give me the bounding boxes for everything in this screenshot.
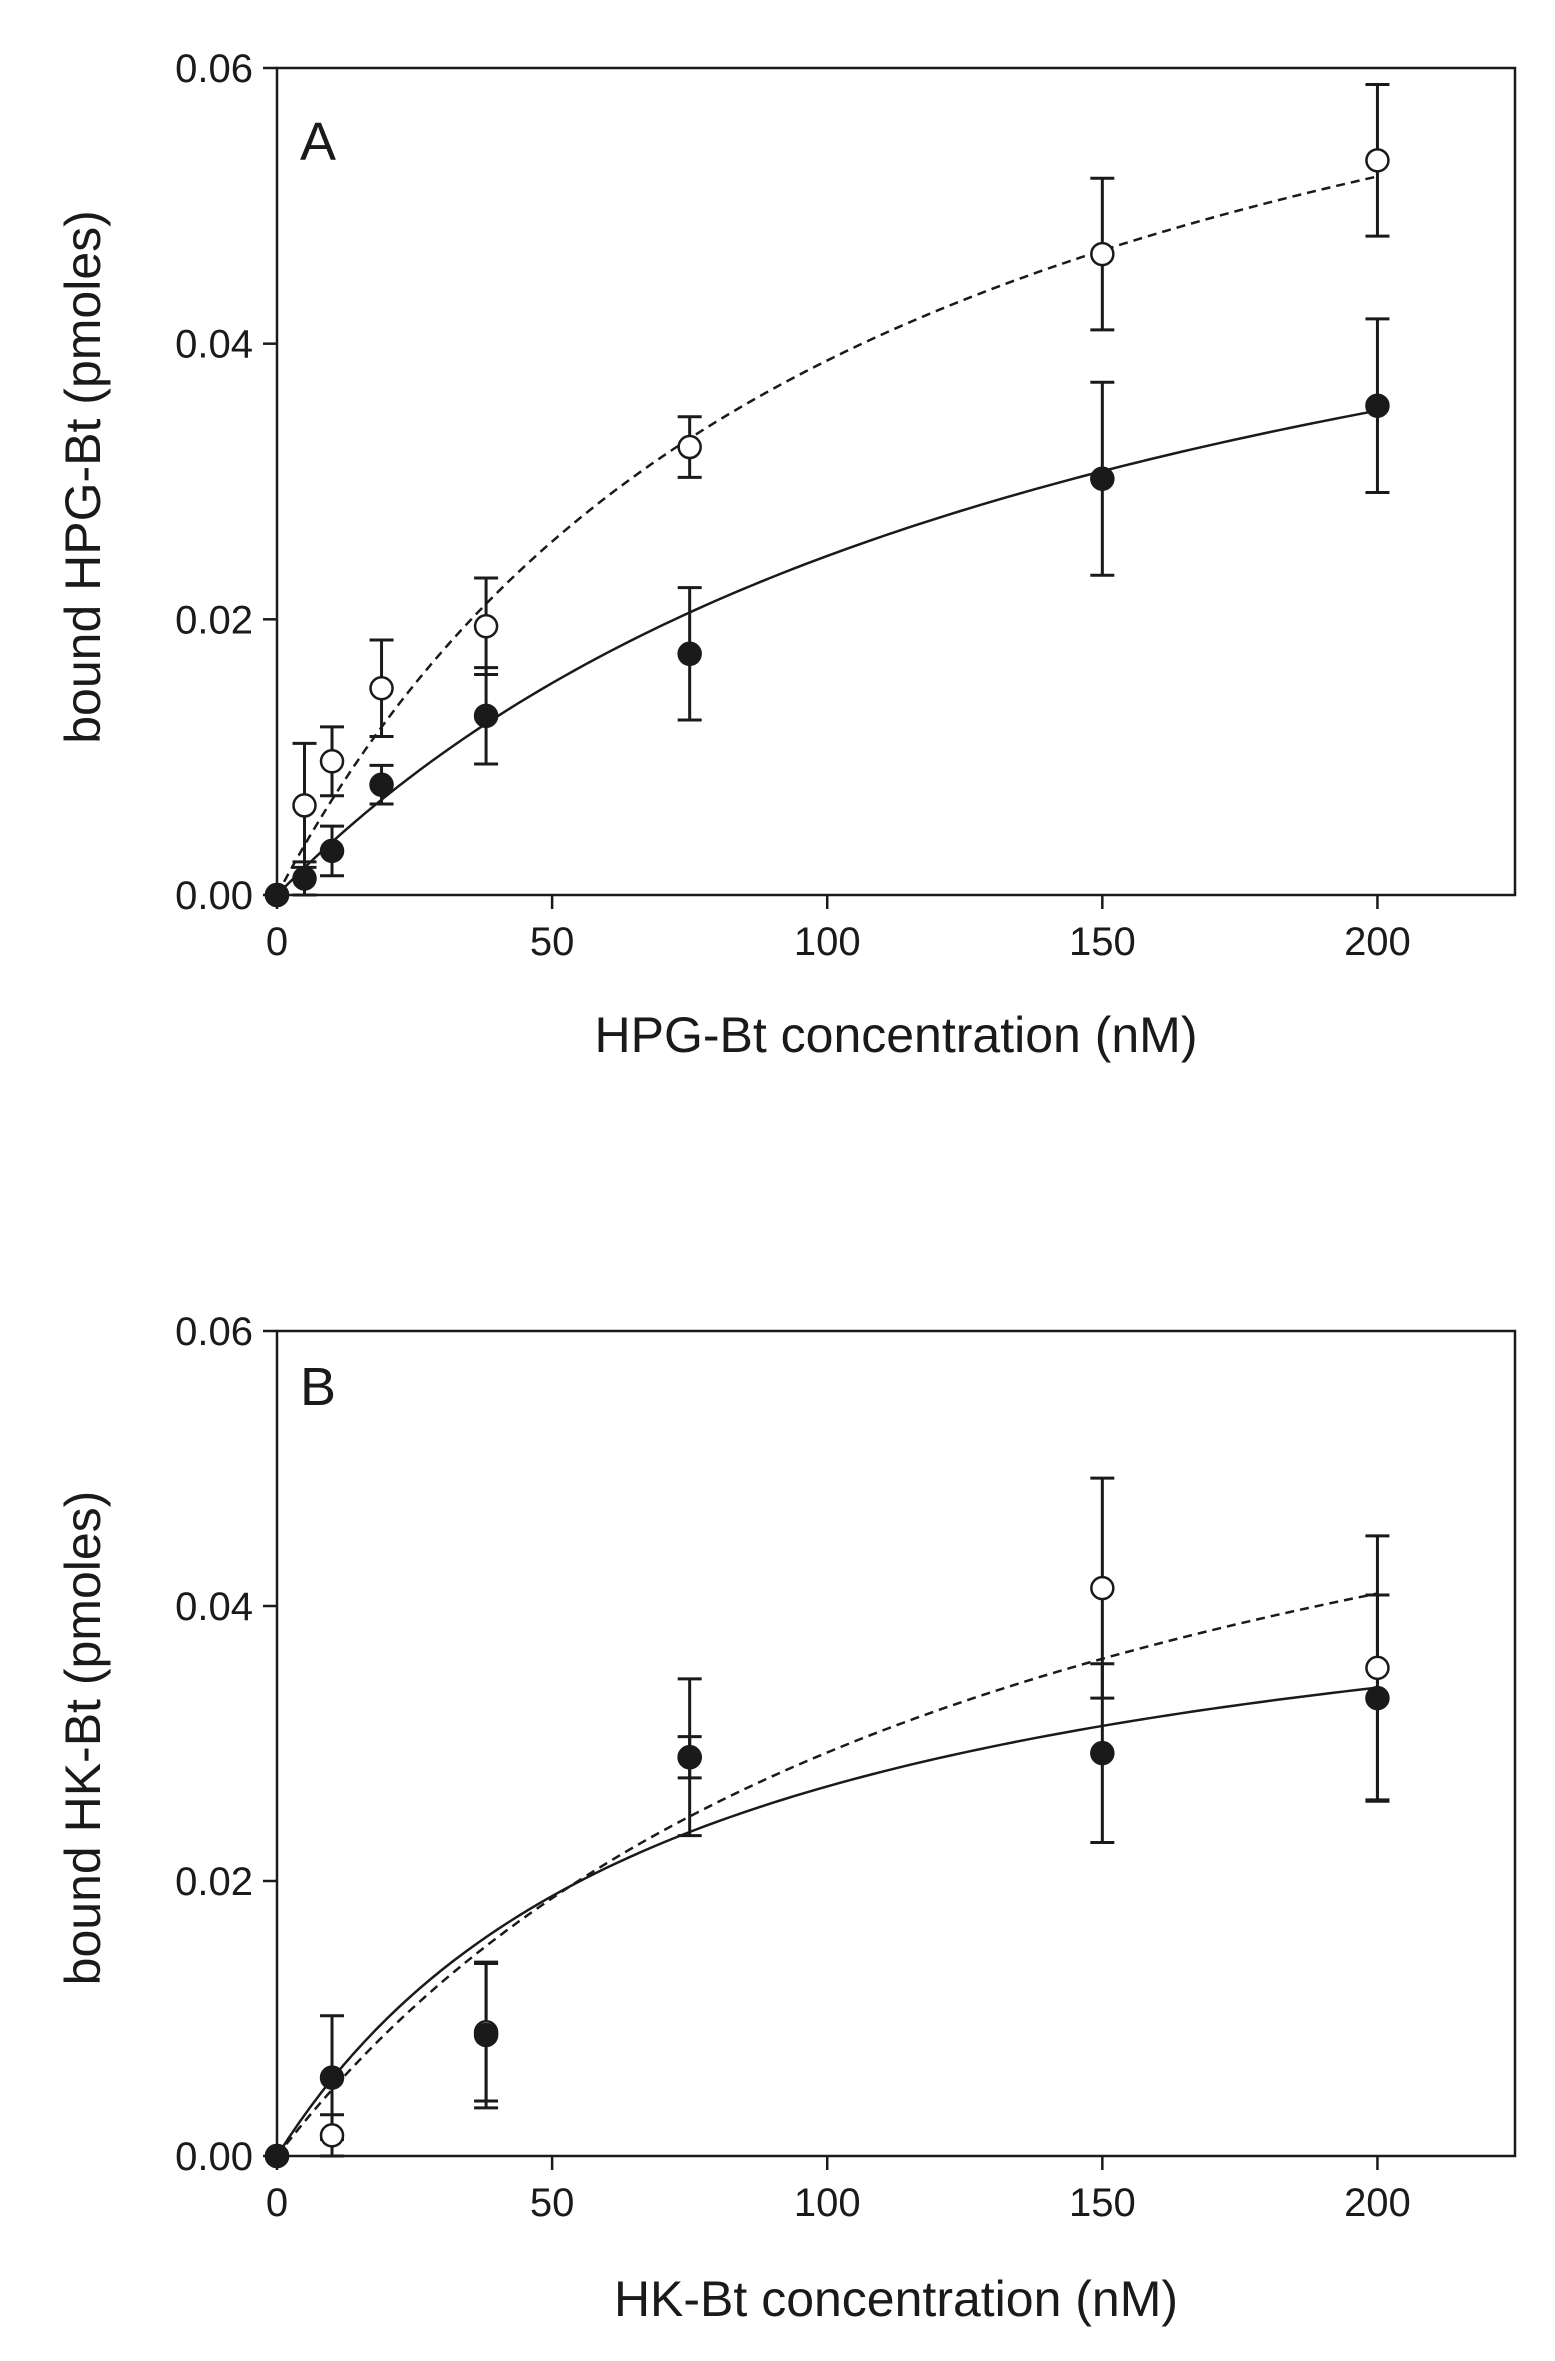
- panel-a-data-point-open: [319, 749, 345, 774]
- panel-a-x-tick-label: 50: [530, 920, 575, 964]
- panel-a-y-axis-title: bound HPG-Bt (pmoles): [55, 210, 111, 744]
- panel-a-data-point-open: [369, 676, 394, 701]
- panel-b-y-tick-label: 0.00: [175, 2135, 253, 2179]
- panel-b-plot-frame: [275, 1329, 1517, 2158]
- panel-a-data-point-open: [1090, 241, 1115, 267]
- panel-a-data-point-open: [677, 434, 702, 460]
- panel-b-y-tick-label: 0.02: [175, 1860, 253, 1904]
- panel-b: B HK-Bt concentration (nM) bound HK-Bt (…: [55, 1310, 1517, 2327]
- panel-b-fit-curve-filled: [275, 1686, 1378, 2157]
- panel-b-x-tick-label: 0: [266, 2181, 288, 2225]
- panel-b-data-point-filled: [677, 1745, 702, 1770]
- panel-a-plot-frame: [275, 66, 1517, 897]
- panel-a-x-axis-title: HPG-Bt concentration (nM): [595, 1007, 1198, 1063]
- panel-b-x-tick-label: 150: [1069, 2181, 1136, 2225]
- panel-b-x-tick-label: 50: [530, 2181, 575, 2225]
- panel-a-y-tick-label: 0.06: [175, 47, 253, 91]
- panel-a-y-tick-label: 0.00: [175, 874, 253, 918]
- panel-b-fit-curve-open: [276, 1592, 1378, 2157]
- panel-b-data-point-open: [1090, 1575, 1115, 1601]
- panel-a-x-tick-label: 150: [1069, 920, 1136, 964]
- panel-b-y-axis-title: bound HK-Bt (pmoles): [55, 1491, 111, 1986]
- panel-a-data-point-filled: [292, 866, 317, 891]
- panel-a-data-point-open: [473, 613, 499, 639]
- panel-b-data-point-filled: [1365, 1685, 1390, 1711]
- panel-a: A HPG-Bt concentration (nM) bound HPG-Bt…: [55, 47, 1517, 1063]
- panel-a-y-tick-label: 0.02: [175, 598, 253, 642]
- panel-b-data-point-filled: [319, 2065, 345, 2090]
- panel-b-x-tick-label: 200: [1344, 2181, 1411, 2225]
- panel-a-x-tick-label: 100: [794, 920, 861, 964]
- panel-a-data-point-open: [292, 793, 317, 818]
- panel-a-data-point-open: [1365, 148, 1390, 173]
- panel-a-y-tick-label: 0.04: [175, 323, 253, 367]
- panel-a-fit-curve-filled: [276, 409, 1378, 896]
- panel-b-data-point-open: [319, 2123, 345, 2148]
- panel-b-y-tick-label: 0.04: [175, 1585, 253, 1629]
- panel-b-label: B: [300, 1357, 336, 1417]
- panel-a-data-point-filled: [319, 838, 345, 864]
- panel-a-data-point-filled: [473, 703, 499, 729]
- panel-a-data-point-filled: [264, 882, 290, 908]
- panel-b-data-point-filled: [264, 2143, 290, 2169]
- panel-b-data-point-open: [1365, 1655, 1390, 1681]
- panel-b-data-point-filled: [1090, 1740, 1115, 1766]
- panel-b-x-tick-label: 100: [794, 2181, 861, 2225]
- panel-a-x-tick-label: 0: [266, 920, 288, 964]
- panel-a-data-point-filled: [1090, 466, 1115, 491]
- panel-a-label: A: [300, 112, 336, 172]
- panel-a-data-point-filled: [677, 641, 702, 667]
- panel-a-fit-curve-open: [275, 175, 1378, 896]
- panel-a-data-point-filled: [369, 772, 394, 797]
- panel-a-data-point-filled: [1365, 393, 1390, 418]
- panel-b-x-axis-title: HK-Bt concentration (nM): [614, 2271, 1178, 2327]
- panel-b-y-tick-label: 0.06: [175, 1310, 253, 1354]
- panel-a-x-tick-label: 200: [1344, 920, 1411, 964]
- panel-b-data-point-filled: [473, 2022, 499, 2048]
